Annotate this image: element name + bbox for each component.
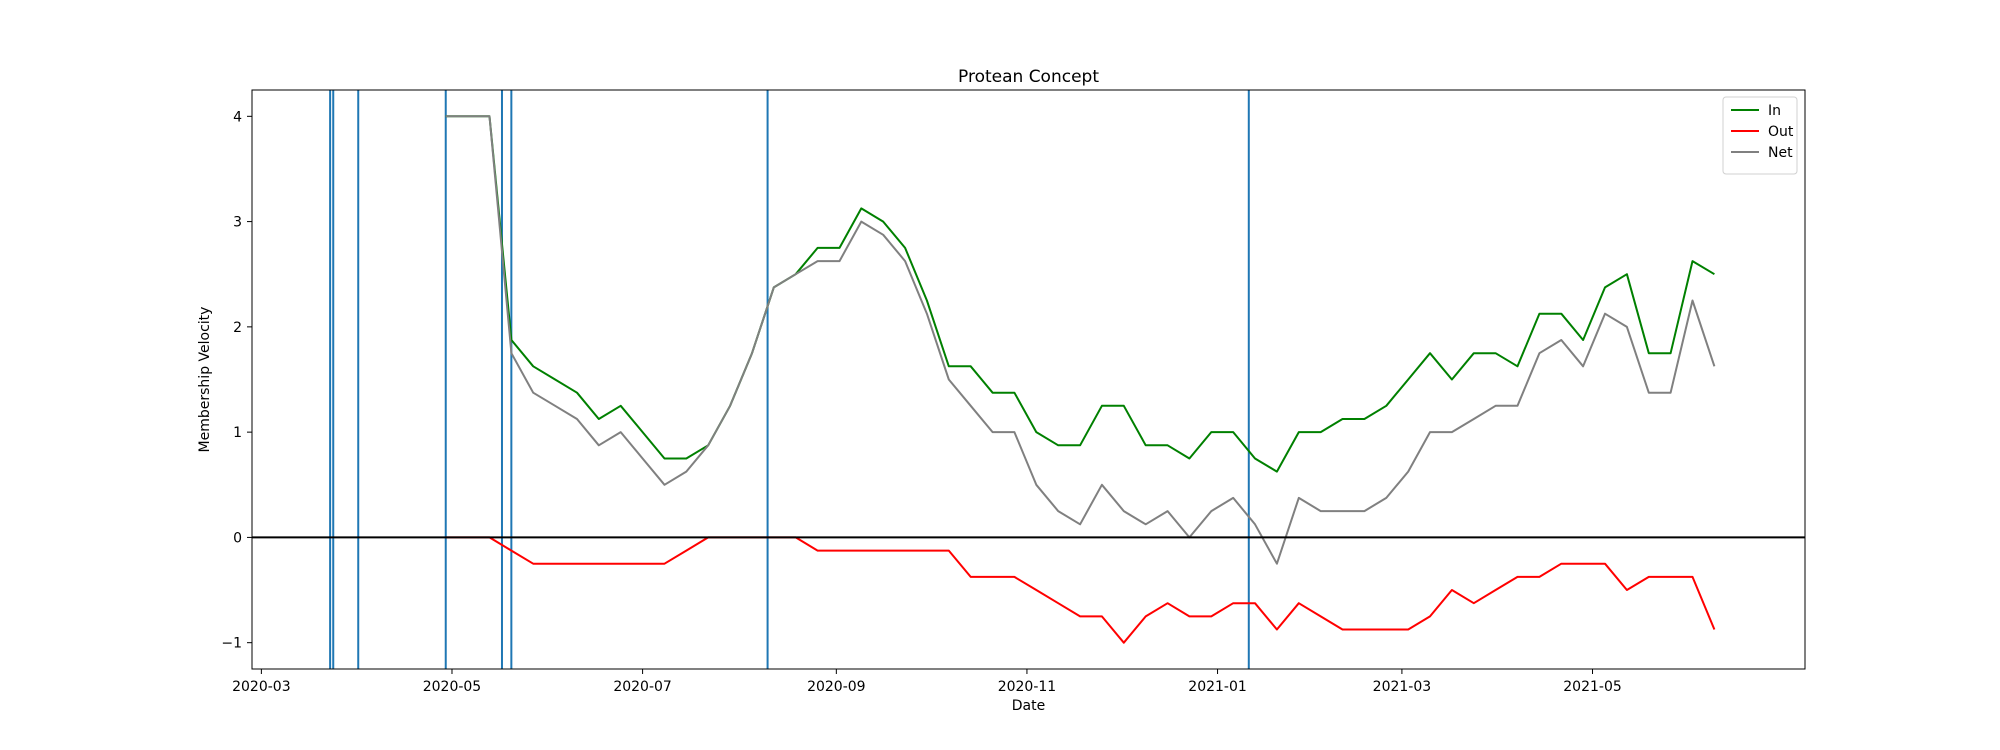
y-tick-label: 1 [233, 425, 242, 441]
event-lines [329, 90, 1250, 669]
x-tick-label: 2020-05 [423, 679, 482, 695]
legend-label-out: Out [1768, 124, 1794, 140]
x-tick-label: 2020-03 [232, 679, 291, 695]
y-axis-ticks: −1 0 1 2 3 4 [221, 109, 252, 652]
series-line-net [445, 115, 1716, 565]
x-tick-label: 2021-03 [1373, 679, 1432, 695]
y-tick-label: −1 [221, 636, 242, 652]
chart-title: Protean Concept [958, 67, 1099, 87]
x-tick-label: 2020-09 [807, 679, 866, 695]
legend: In Out Net [1722, 96, 1798, 175]
y-axis-label: Membership Velocity [197, 307, 213, 453]
series-lines [445, 115, 1716, 644]
x-tick-label: 2020-07 [613, 679, 672, 695]
legend-label-in: In [1768, 103, 1781, 119]
x-tick-label: 2020-11 [998, 679, 1057, 695]
legend-box [1722, 96, 1798, 175]
plot-frame [251, 89, 1806, 670]
x-axis-ticks: 2020-03 2020-05 2020-07 2020-09 2020-11 2021-… [232, 669, 1622, 695]
y-tick-label: 0 [233, 530, 242, 546]
series-line-out [445, 536, 1716, 644]
x-tick-label: 2021-05 [1563, 679, 1622, 695]
y-tick-label: 3 [233, 215, 242, 231]
legend-label-net: Net [1768, 145, 1793, 161]
y-tick-label: 2 [233, 320, 242, 336]
series-line-in [445, 115, 1715, 473]
x-axis-label: Date [1012, 698, 1045, 714]
y-tick-label: 4 [233, 109, 242, 125]
x-tick-label: 2021-01 [1188, 679, 1247, 695]
